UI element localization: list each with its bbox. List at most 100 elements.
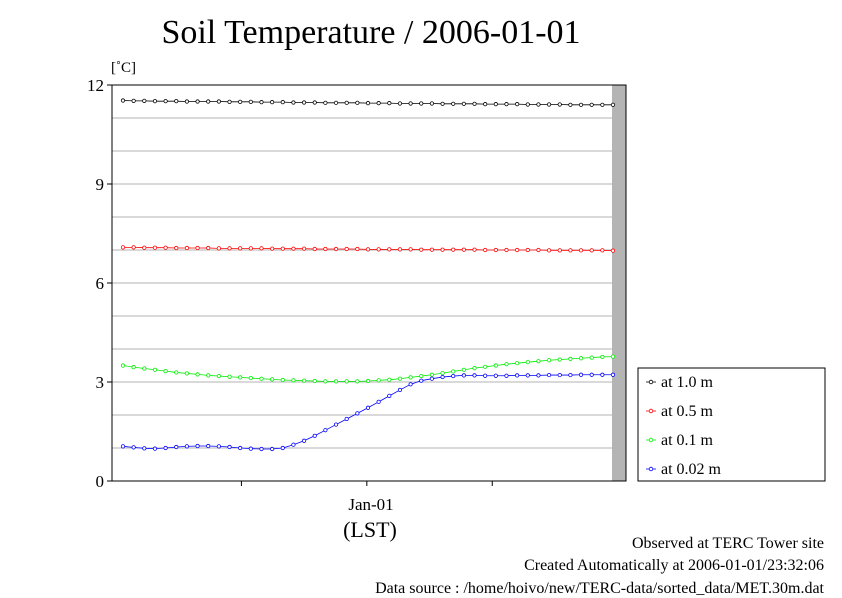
data-point xyxy=(546,102,552,107)
legend-entry-label: at 0.02 m xyxy=(661,461,722,478)
data-point xyxy=(408,382,413,387)
data-point xyxy=(142,366,147,371)
data-point xyxy=(131,98,136,103)
data-point xyxy=(120,444,126,449)
data-point xyxy=(355,411,360,416)
data-point xyxy=(323,379,328,384)
data-point xyxy=(504,373,509,378)
data-point xyxy=(557,372,562,378)
data-point xyxy=(525,360,530,365)
footer-observed-site: Observed at TERC Tower site xyxy=(631,535,824,552)
legend-entry-label: at 0.1 m xyxy=(661,432,714,449)
data-point xyxy=(206,443,211,449)
data-point xyxy=(451,101,456,106)
data-point xyxy=(440,101,445,106)
data-point xyxy=(131,245,136,250)
data-point xyxy=(376,247,381,252)
footer-data-source: Data source : /home/hoivo/new/TERC-data/… xyxy=(375,580,824,597)
data-point xyxy=(291,246,296,251)
data-point xyxy=(600,354,605,360)
data-point xyxy=(504,362,509,367)
data-point xyxy=(301,246,307,251)
data-point xyxy=(429,372,435,377)
data-point xyxy=(610,248,616,253)
data-point xyxy=(376,399,381,404)
data-point xyxy=(461,373,466,378)
data-point xyxy=(184,444,190,449)
data-point xyxy=(568,356,573,361)
data-point xyxy=(610,372,616,377)
data-point xyxy=(397,376,403,381)
data-point xyxy=(546,358,552,363)
data-point xyxy=(472,101,477,106)
data-point xyxy=(323,100,328,105)
series-line xyxy=(122,374,613,450)
data-point xyxy=(568,102,573,107)
legend-swatch-marker xyxy=(648,466,654,472)
data-point xyxy=(365,247,371,252)
footer-created-timestamp: Created Automatically at 2006-01-01/23:3… xyxy=(524,557,824,574)
data-point xyxy=(461,247,466,252)
legend-swatch-marker xyxy=(648,437,654,443)
data-point xyxy=(504,102,509,107)
data-point xyxy=(419,378,424,383)
data-point xyxy=(216,444,221,449)
data-point xyxy=(493,373,498,378)
data-point xyxy=(152,245,158,250)
data-point xyxy=(483,373,488,378)
data-point xyxy=(387,247,392,252)
data-point xyxy=(365,378,371,384)
data-point xyxy=(536,359,541,364)
data-point xyxy=(472,366,477,371)
data-point xyxy=(291,442,296,447)
data-point xyxy=(578,102,584,107)
data-point xyxy=(206,373,211,378)
data-point xyxy=(248,246,253,251)
data-point xyxy=(312,246,317,252)
data-point xyxy=(174,444,179,450)
data-point xyxy=(419,101,424,106)
data-point xyxy=(238,246,243,251)
data-point xyxy=(429,247,435,252)
data-point xyxy=(376,378,381,383)
data-point xyxy=(184,245,190,251)
data-point xyxy=(355,379,360,384)
data-point xyxy=(163,245,168,250)
data-point xyxy=(397,101,403,106)
data-point xyxy=(600,102,605,107)
data-point xyxy=(472,247,477,252)
data-point xyxy=(344,246,349,252)
data-point xyxy=(578,372,584,377)
data-point xyxy=(610,102,616,107)
data-point xyxy=(131,445,136,450)
data-point xyxy=(120,363,126,368)
data-point xyxy=(238,375,243,380)
legend-swatch-marker xyxy=(648,408,654,414)
data-point xyxy=(248,446,253,451)
data-point xyxy=(312,100,317,105)
data-point xyxy=(557,357,562,362)
data-point xyxy=(195,443,200,449)
data-point xyxy=(578,356,584,361)
data-point xyxy=(483,247,488,253)
data-point xyxy=(376,101,381,106)
y-tick-label: 12 xyxy=(87,76,104,95)
data-point xyxy=(280,246,285,251)
data-point xyxy=(429,376,435,381)
data-point xyxy=(270,246,275,251)
data-point xyxy=(525,102,530,107)
data-point xyxy=(216,99,221,104)
data-point xyxy=(515,247,520,253)
data-point xyxy=(333,100,339,105)
data-point xyxy=(600,248,605,253)
data-point xyxy=(344,379,349,384)
data-point xyxy=(270,100,275,105)
data-point xyxy=(131,365,136,370)
data-point xyxy=(312,433,317,438)
data-point xyxy=(259,446,264,452)
data-point xyxy=(536,373,541,378)
data-point xyxy=(195,99,200,104)
data-point xyxy=(589,372,594,377)
data-point xyxy=(387,377,392,382)
data-point xyxy=(419,373,424,379)
